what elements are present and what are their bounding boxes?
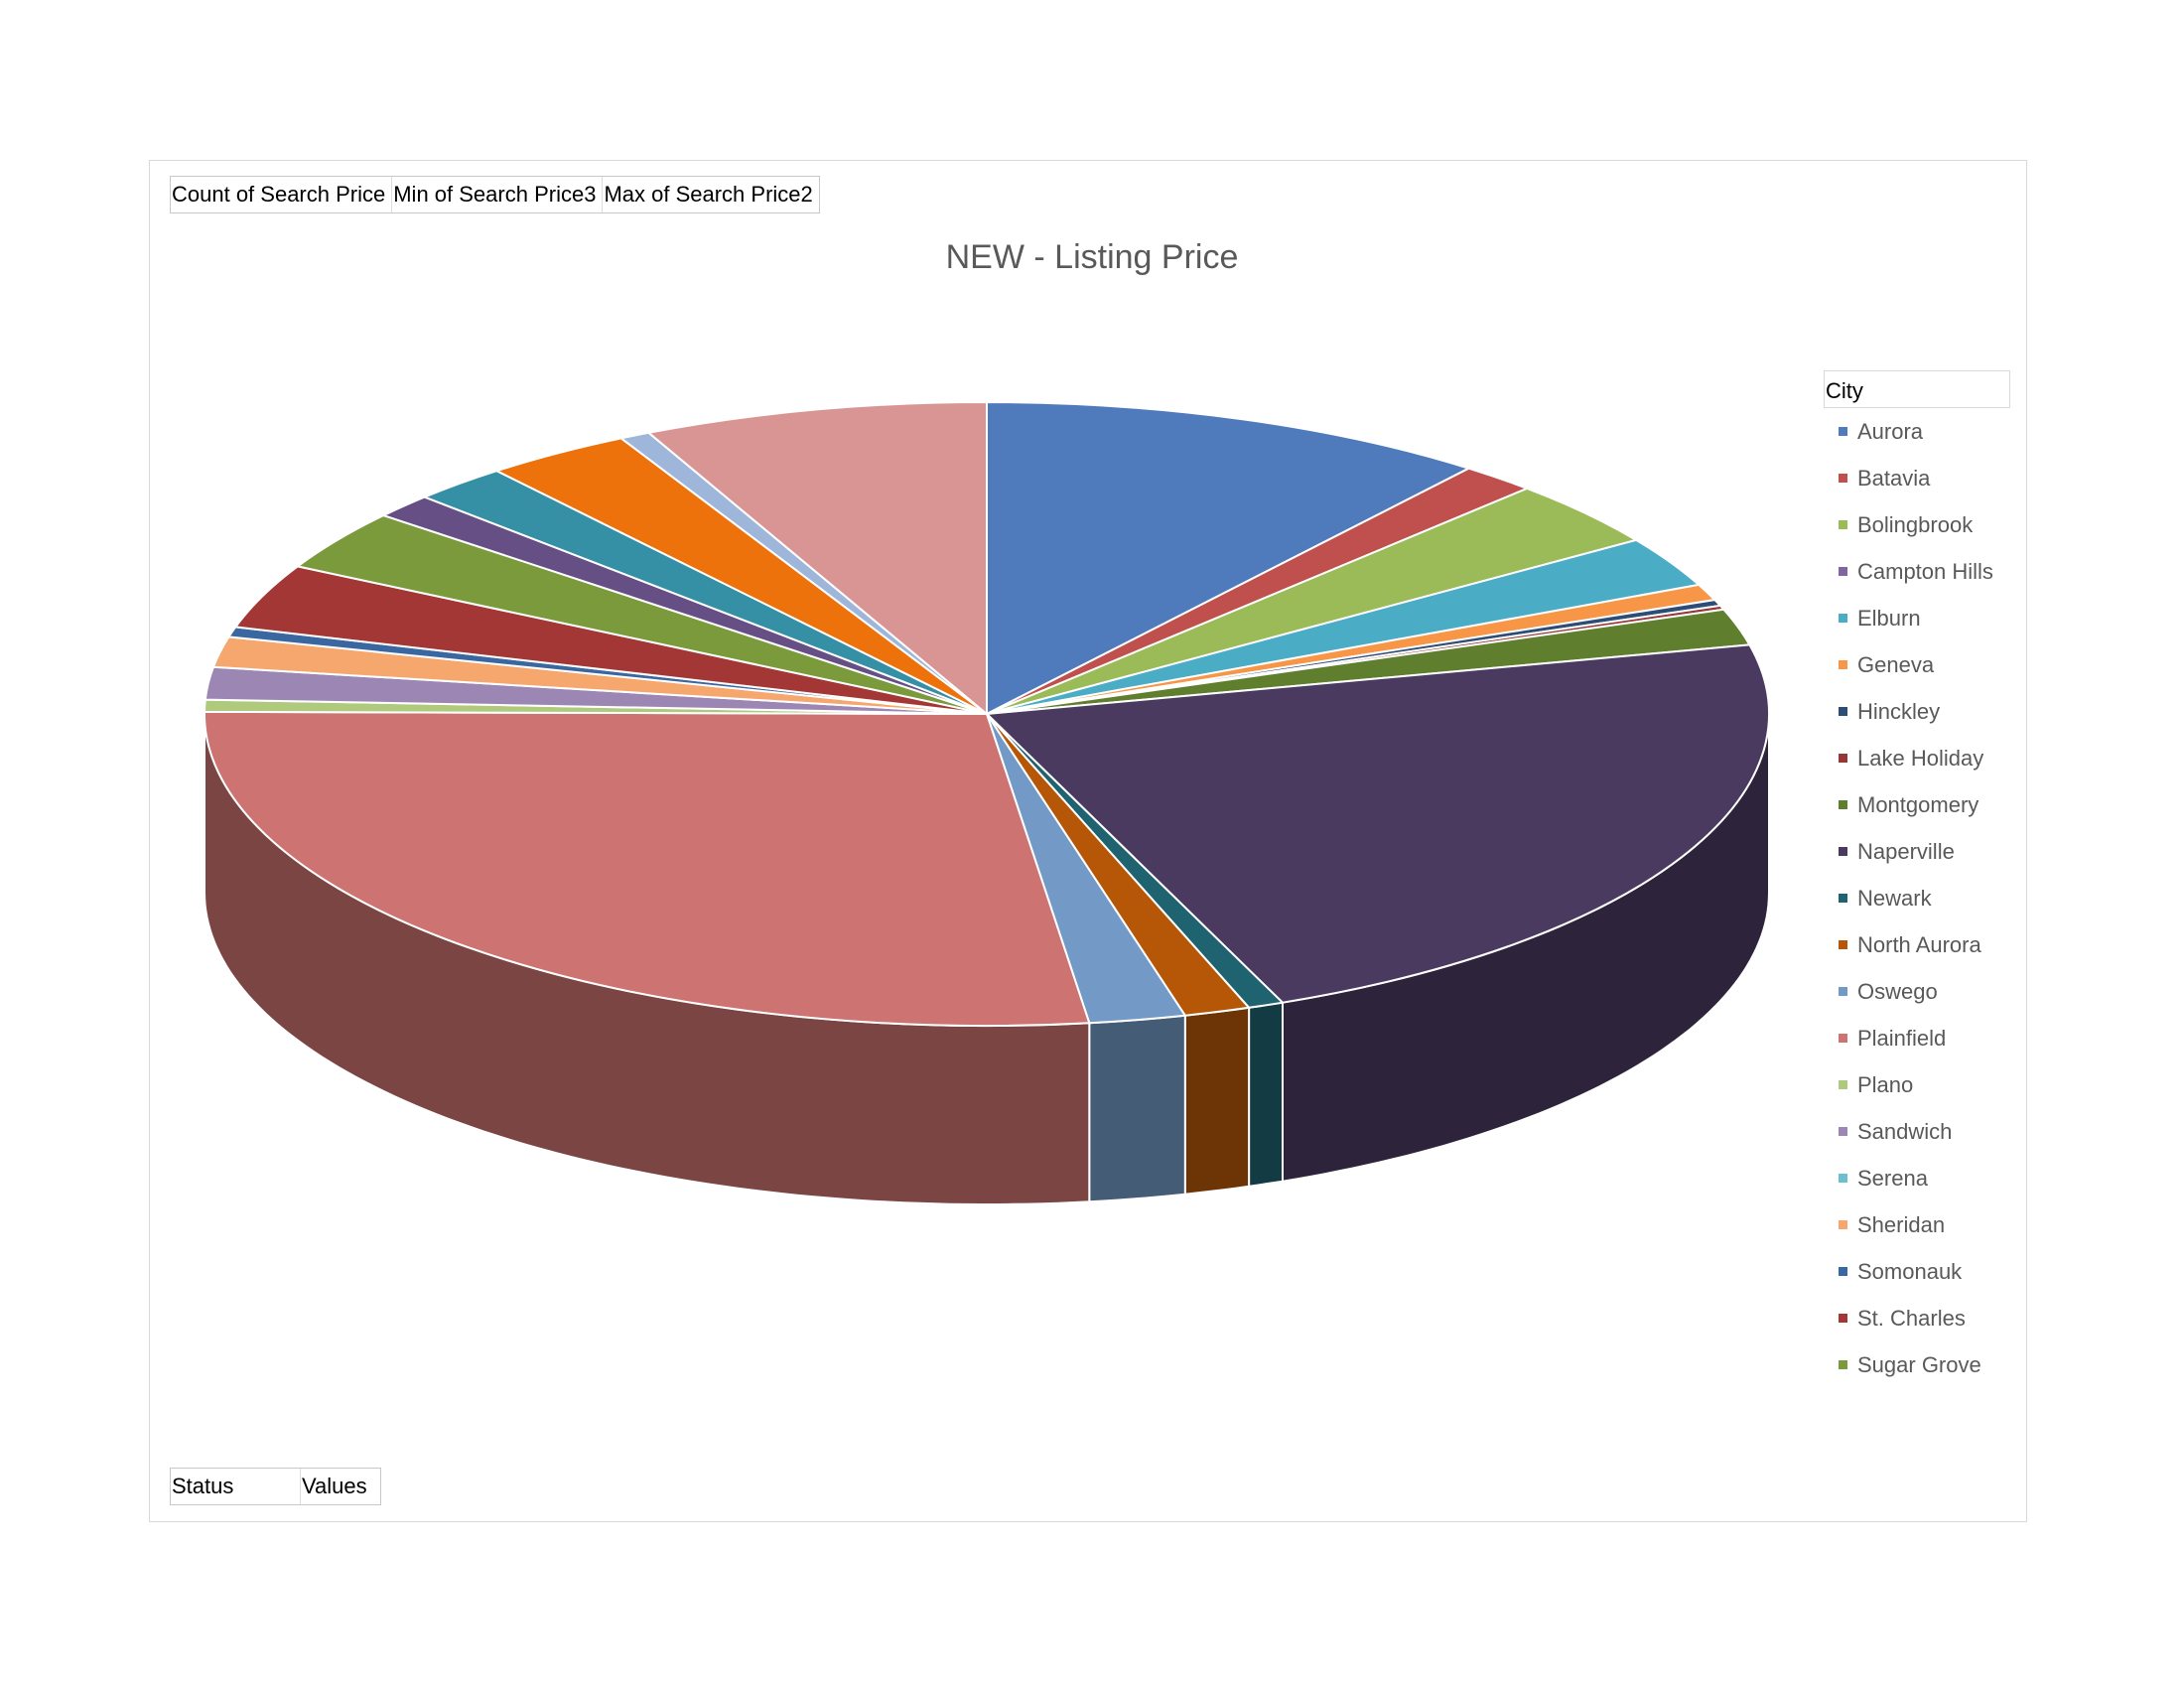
legend-items: Aurora Batavia Bolingbrook Campton Hills Elb…	[1824, 408, 2010, 1388]
legend-swatch	[1839, 1174, 1847, 1183]
legend-swatch	[1839, 847, 1847, 856]
legend-label: Batavia	[1857, 465, 1931, 491]
legend-label: St. Charles	[1857, 1305, 1966, 1331]
legend-field-button-city[interactable]: City	[1824, 370, 2010, 408]
legend-item-north-aurora[interactable]: North Aurora	[1824, 921, 2010, 968]
pie-side-oswego	[1088, 1014, 1186, 1203]
legend-item-st-charles[interactable]: St. Charles	[1824, 1295, 2010, 1341]
legend-label: Geneva	[1857, 651, 1935, 677]
legend-label: Hinckley	[1857, 698, 1941, 724]
legend-swatch	[1839, 894, 1847, 903]
legend-label: Somonauk	[1857, 1258, 1963, 1284]
legend-item-geneva[interactable]: Geneva	[1824, 641, 2010, 688]
pie-slice-aurora[interactable]	[986, 400, 1472, 716]
field-button-max-of-search-price2[interactable]: Max of Search Price2	[604, 182, 813, 207]
field-button-status[interactable]: Status	[171, 1469, 301, 1504]
pie-slices	[203, 400, 1770, 1027]
legend-swatch	[1839, 1080, 1847, 1089]
legend-swatch	[1839, 567, 1847, 576]
legend-label: Serena	[1857, 1165, 1928, 1191]
legend-swatch	[1839, 1267, 1847, 1276]
pie-side-newark	[1248, 1001, 1284, 1188]
legend-item-montgomery[interactable]: Montgomery	[1824, 781, 2010, 828]
legend-swatch	[1839, 1127, 1847, 1136]
field-button-count-of-search-price[interactable]: Count of Search Price	[171, 177, 393, 212]
legend-label: North Aurora	[1857, 931, 1981, 957]
legend-label: Elburn	[1857, 605, 1921, 631]
legend-swatch	[1839, 1314, 1847, 1323]
legend-swatch	[1839, 940, 1847, 949]
legend-swatch	[1839, 800, 1847, 809]
pie-slice-naperville[interactable]	[984, 643, 1770, 1004]
legend-swatch	[1839, 1220, 1847, 1229]
legend-item-sheridan[interactable]: Sheridan	[1824, 1201, 2010, 1248]
legend-item-hinckley[interactable]: Hinckley	[1824, 688, 2010, 735]
legend-swatch	[1839, 614, 1847, 623]
legend-item-somonauk[interactable]: Somonauk	[1824, 1248, 2010, 1295]
legend-swatch	[1839, 427, 1847, 436]
legend-label: Aurora	[1857, 418, 1924, 444]
legend-item-plano[interactable]: Plano	[1824, 1061, 2010, 1108]
legend-item-serena[interactable]: Serena	[1824, 1155, 2010, 1201]
pie-side-walls	[204, 713, 1770, 1205]
legend-label: Campton Hills	[1857, 558, 1993, 584]
pivot-value-field-buttons: Count of Search Price Min of Search Pric…	[170, 176, 820, 213]
legend-swatch	[1839, 754, 1847, 763]
legend-label: Naperville	[1857, 838, 1955, 864]
field-button-min-of-search-price3[interactable]: Min of Search Price3	[392, 177, 604, 212]
legend-item-sandwich[interactable]: Sandwich	[1824, 1108, 2010, 1155]
legend-label: Sheridan	[1857, 1211, 1946, 1237]
legend-label: Oswego	[1857, 978, 1938, 1004]
pie-side-north-aurora	[1183, 1006, 1251, 1196]
legend-label: Plano	[1857, 1071, 1914, 1097]
legend-label: Newark	[1857, 885, 1932, 911]
legend-label: Bolingbrook	[1857, 511, 1974, 537]
legend-item-lake-holiday[interactable]: Lake Holiday	[1824, 735, 2010, 781]
legend-label: Sugar Grove	[1857, 1351, 1981, 1377]
legend-label: Montgomery	[1857, 791, 1979, 817]
legend-item-aurora[interactable]: Aurora	[1824, 408, 2010, 455]
legend-swatch	[1839, 520, 1847, 529]
legend-swatch	[1839, 1360, 1847, 1369]
pie-slice-unlabeled[interactable]	[646, 400, 988, 717]
legend-swatch	[1839, 987, 1847, 996]
legend-item-newark[interactable]: Newark	[1824, 875, 2010, 921]
legend-item-bolingbrook[interactable]: Bolingbrook	[1824, 501, 2010, 548]
field-button-values[interactable]: Values	[302, 1474, 367, 1498]
chart-title: NEW - Listing Price	[945, 238, 1239, 276]
legend-swatch	[1839, 707, 1847, 716]
legend-item-oswego[interactable]: Oswego	[1824, 968, 2010, 1015]
legend-item-sugar-grove[interactable]: Sugar Grove	[1824, 1341, 2010, 1388]
chart-legend: City Aurora Batavia Bolingbrook Campton Hil…	[1824, 370, 2010, 1388]
legend-item-batavia[interactable]: Batavia	[1824, 455, 2010, 501]
legend-label: Plainfield	[1857, 1025, 1947, 1051]
legend-swatch	[1839, 474, 1847, 483]
pie-slice-plainfield[interactable]	[203, 710, 1091, 1027]
pivot-filter-field-buttons: Status Values	[170, 1468, 381, 1505]
legend-label: Lake Holiday	[1857, 745, 1984, 771]
legend-label: Sandwich	[1857, 1118, 1953, 1144]
legend-item-campton-hills[interactable]: Campton Hills	[1824, 548, 2010, 595]
legend-item-plainfield[interactable]: Plainfield	[1824, 1015, 2010, 1061]
legend-item-naperville[interactable]: Naperville	[1824, 828, 2010, 875]
legend-item-elburn[interactable]: Elburn	[1824, 595, 2010, 641]
legend-swatch	[1839, 660, 1847, 669]
legend-swatch	[1839, 1034, 1847, 1043]
